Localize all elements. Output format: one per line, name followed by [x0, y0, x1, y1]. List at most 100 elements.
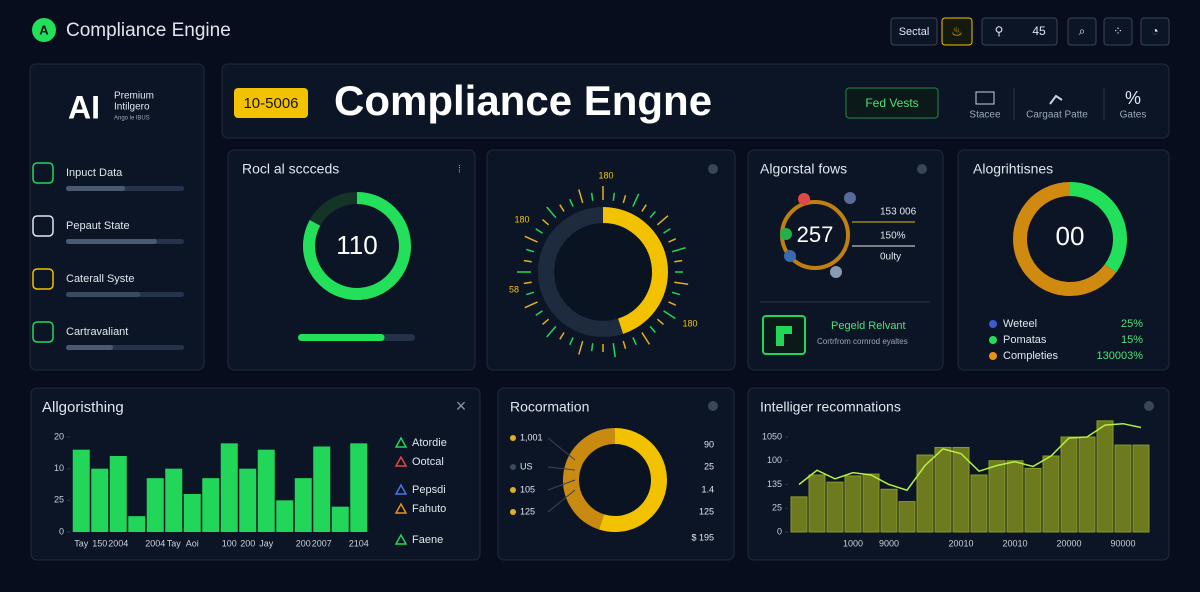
- donut-arc: [598, 428, 667, 532]
- grid-button[interactable]: [1103, 17, 1133, 46]
- item-icon: [32, 321, 54, 343]
- legend-label: Faene: [412, 534, 443, 546]
- search-button[interactable]: [1067, 17, 1097, 46]
- legend-label: Completies: [1003, 350, 1059, 362]
- gauge-tick: [674, 281, 689, 285]
- x-tick-label: 2004: [108, 538, 128, 548]
- flow-node: [780, 228, 792, 240]
- bar: [790, 496, 808, 533]
- stat-label: Cargaat Patte: [1026, 110, 1088, 121]
- bar: [146, 478, 164, 532]
- info-icon: [1144, 401, 1154, 411]
- item-label: Caterall Syste: [66, 273, 134, 285]
- bar: [970, 474, 988, 533]
- count-box[interactable]: [981, 17, 1058, 46]
- card-menu: ⁞: [458, 165, 461, 176]
- x-tick-label: 200: [240, 538, 255, 548]
- x-tick-label: 2007: [312, 538, 332, 548]
- right-label: 1.4: [701, 484, 714, 494]
- item-label: Pepaut State: [66, 220, 130, 232]
- gauge-tick: [526, 291, 535, 296]
- card: [957, 149, 1170, 371]
- y-tick-label: 0: [777, 526, 782, 536]
- gauge-tick: [569, 198, 574, 207]
- gauge-tick: [535, 310, 543, 316]
- grid-icon: ⁘: [1113, 24, 1123, 38]
- trend-line: [798, 422, 1142, 492]
- gauge-tick: [656, 215, 669, 226]
- info-icon: [917, 164, 927, 174]
- card-title: Algorstal fows: [760, 161, 847, 177]
- x-tick-label: 20010: [948, 538, 973, 548]
- card-value: 110: [336, 230, 377, 260]
- gauge-tick: [546, 206, 557, 219]
- y-tick-label: 25: [772, 503, 782, 513]
- gauge-tick: [612, 192, 616, 201]
- bar: [257, 449, 275, 532]
- bar: [1024, 467, 1042, 533]
- progress-fill: [66, 292, 141, 297]
- bar: [808, 474, 826, 533]
- settings-button[interactable]: [1140, 17, 1170, 46]
- flow-node: [784, 250, 796, 262]
- legend-value: 15%: [1121, 334, 1143, 346]
- gauge-tick: [546, 325, 557, 338]
- banner-button[interactable]: [845, 87, 939, 119]
- x-tick-label: 9000: [879, 538, 899, 548]
- gauge-tick: [671, 247, 686, 253]
- bar: [91, 468, 109, 532]
- gauge-tick: [612, 343, 616, 358]
- x-tick-label: 200: [296, 538, 311, 548]
- legend-label: Ootcal: [412, 456, 444, 468]
- left-label: 1,001: [520, 432, 543, 442]
- legend-icon: [394, 483, 408, 495]
- left-label: US: [520, 461, 533, 471]
- legend-label: Weteel: [1003, 318, 1037, 330]
- gauge-tick: [622, 195, 627, 204]
- count-icon: ⚲: [995, 24, 1004, 38]
- bar: [1042, 455, 1060, 533]
- legend-label: Pomatas: [1003, 334, 1047, 346]
- chart-title: Rocormation: [510, 399, 589, 415]
- bar: [294, 478, 312, 532]
- search-box[interactable]: [890, 17, 938, 46]
- flow-label: 0ulty: [880, 252, 901, 263]
- right-label: 125: [699, 506, 714, 516]
- ring-arc: [1069, 182, 1127, 273]
- flow-node: [798, 193, 810, 205]
- flow-node: [830, 266, 842, 278]
- search-icon: ⌕: [1079, 24, 1086, 38]
- gauge-tick: [569, 337, 574, 346]
- legend-value: 130003%: [1097, 350, 1144, 362]
- bar: [128, 516, 146, 532]
- right-label: 25: [704, 461, 714, 471]
- banner-button-label: Fed Vests: [865, 96, 918, 110]
- x-tick-label: 20000: [1056, 538, 1081, 548]
- x-tick-label: Aoi: [186, 538, 199, 548]
- gauge-tick: [622, 340, 627, 349]
- gauge-tick: [641, 332, 651, 345]
- x-tick-label: 90000: [1110, 538, 1135, 548]
- bar: [898, 501, 916, 533]
- right-label: 90: [704, 439, 714, 449]
- gauge-tick: [663, 310, 676, 320]
- label-dot: [510, 435, 516, 441]
- alert-button[interactable]: [941, 17, 973, 46]
- bar: [350, 443, 368, 532]
- close-icon[interactable]: ×: [456, 396, 467, 416]
- gauge-tick: [535, 228, 543, 234]
- bar: [988, 460, 1006, 533]
- banner-title: Compliance Engne: [334, 77, 712, 124]
- x-tick-label: 100: [222, 538, 237, 548]
- gauge-core: [555, 224, 651, 320]
- legend-icon: [394, 436, 408, 448]
- badge-text: 10-5006: [243, 95, 298, 112]
- card-title: Rocl al sccceds: [242, 161, 339, 177]
- bar: [862, 473, 880, 533]
- gauge-tick: [526, 248, 535, 253]
- legend-label: Fahuto: [412, 503, 446, 515]
- badge: [234, 88, 308, 118]
- gauge-label: 58: [509, 284, 519, 294]
- item-icon: [32, 268, 54, 290]
- logo-line: Intilgero: [114, 102, 150, 113]
